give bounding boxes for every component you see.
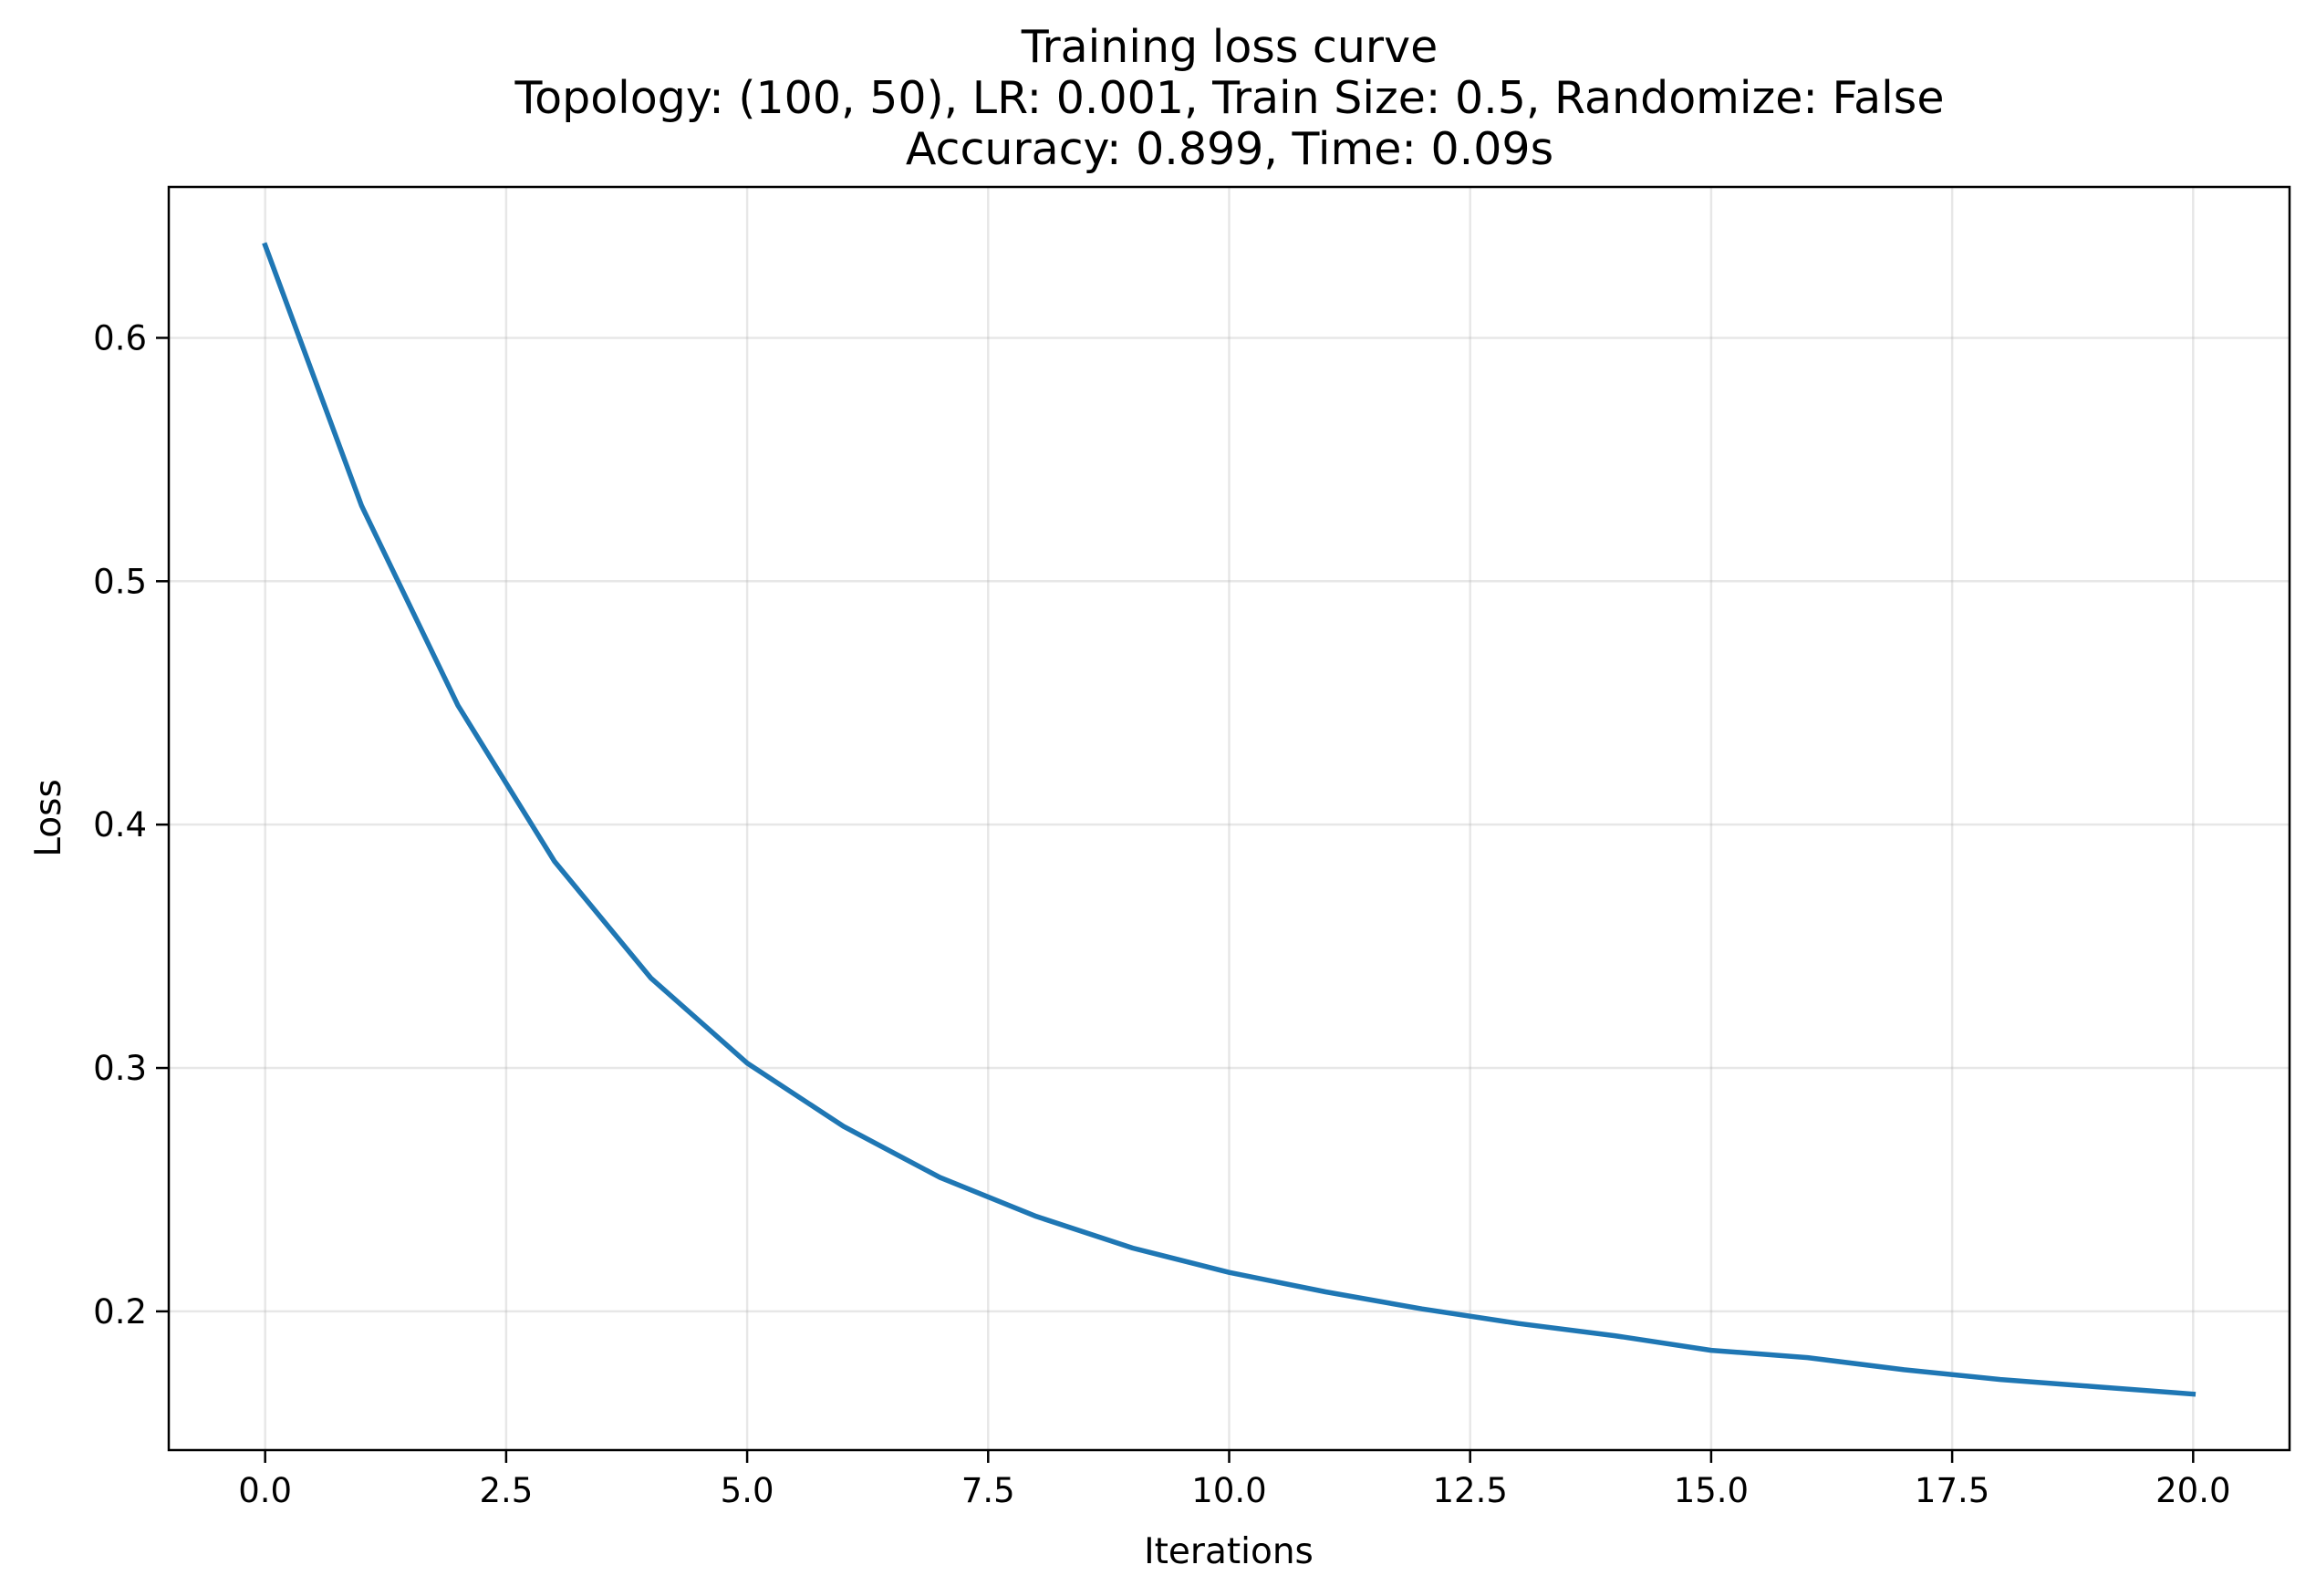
grid-lines	[169, 187, 2290, 1450]
chart-title: Training loss curve	[1021, 21, 1438, 73]
x-tick-label: 20.0	[2155, 1471, 2230, 1510]
x-tick-label: 15.0	[1674, 1471, 1749, 1510]
y-tick-label: 0.6	[93, 318, 147, 358]
x-axis-ticks: 0.0 2.5 5.0 7.5 10.0 12.5 15.0 17.5 20.0	[238, 1450, 2231, 1510]
y-tick-label: 0.4	[93, 805, 147, 845]
x-tick-label: 0.0	[238, 1471, 292, 1510]
plot-area	[169, 187, 2290, 1450]
x-axis-label: Iterations	[1144, 1531, 1314, 1572]
y-axis-label: Loss	[28, 779, 69, 857]
y-tick-label: 0.3	[93, 1049, 147, 1088]
y-axis-ticks: 0.2 0.3 0.4 0.5 0.6	[93, 318, 169, 1332]
x-tick-label: 2.5	[479, 1471, 533, 1510]
y-tick-label: 0.2	[93, 1292, 147, 1332]
x-tick-label: 17.5	[1915, 1471, 1989, 1510]
series-line-loss	[262, 242, 2197, 1397]
chart-subtitle-line-2: Accuracy: 0.899, Time: 0.09s	[906, 123, 1553, 175]
x-tick-label: 12.5	[1433, 1471, 1508, 1510]
y-tick-label: 0.5	[93, 562, 147, 601]
x-tick-label: 10.0	[1191, 1471, 1266, 1510]
x-tick-label: 7.5	[961, 1471, 1015, 1510]
x-tick-label: 5.0	[721, 1471, 774, 1510]
chart-subtitle-line-1: Topology: (100, 50), LR: 0.001, Train Si…	[514, 72, 1945, 124]
